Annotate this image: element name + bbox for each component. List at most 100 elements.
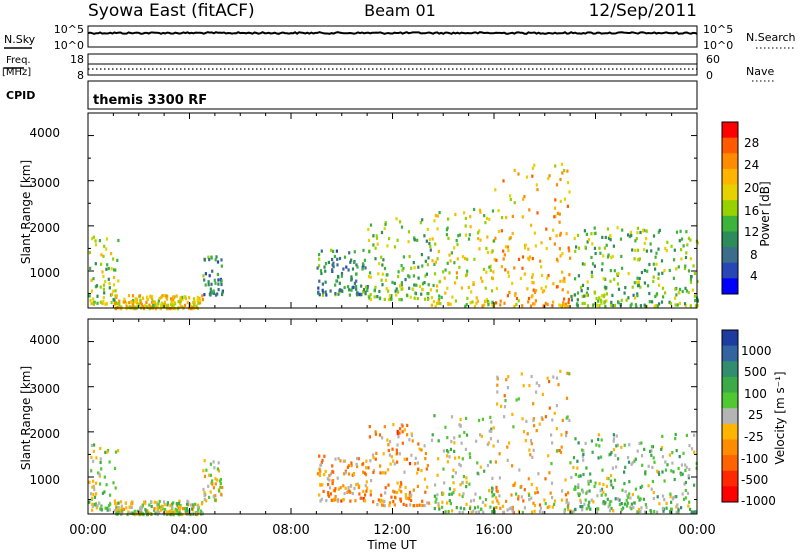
data-cell	[183, 506, 186, 511]
data-cell	[433, 414, 436, 418]
data-cell	[549, 237, 552, 241]
data-cell	[93, 487, 96, 492]
data-cell	[374, 246, 377, 250]
colorbar-segment	[722, 408, 738, 425]
data-cell	[597, 299, 600, 303]
data-cell	[630, 302, 633, 306]
data-cell	[645, 506, 648, 510]
data-cell	[399, 481, 403, 485]
data-cell	[555, 234, 558, 238]
data-cell	[112, 257, 115, 261]
data-cell	[324, 269, 327, 273]
data-cell	[611, 466, 614, 470]
data-cell	[195, 304, 198, 308]
data-cell	[431, 433, 434, 437]
data-cell	[670, 469, 673, 473]
data-cell	[586, 240, 589, 244]
colorbar-segment	[722, 247, 738, 264]
data-cell	[213, 466, 216, 470]
data-cell	[669, 510, 672, 514]
data-cell	[496, 489, 499, 494]
data-cell	[358, 292, 361, 297]
data-cell	[408, 462, 412, 466]
data-cell	[191, 503, 194, 507]
data-cell	[598, 246, 601, 250]
cpid-label: CPID	[6, 89, 35, 102]
data-cell	[574, 485, 577, 489]
data-cell	[612, 486, 615, 490]
data-cell	[380, 498, 383, 502]
data-cell	[458, 434, 461, 438]
data-cell	[478, 229, 481, 233]
data-cell	[88, 251, 91, 255]
data-cell	[639, 304, 642, 308]
data-cell	[611, 304, 614, 308]
data-cell	[343, 491, 346, 496]
data-cell	[322, 291, 325, 295]
data-cell	[381, 503, 385, 507]
data-cell	[437, 249, 440, 253]
data-cell	[469, 455, 472, 459]
data-cell	[636, 510, 639, 514]
data-cell	[486, 235, 489, 239]
data-cell	[445, 233, 448, 237]
data-cell	[589, 472, 592, 476]
data-cell	[648, 291, 651, 296]
data-cell	[426, 485, 429, 489]
data-cell	[110, 292, 114, 296]
data-cell	[388, 501, 392, 505]
data-cell	[532, 417, 535, 421]
data-cell	[513, 201, 516, 205]
data-cell	[212, 495, 215, 499]
data-cell	[133, 305, 136, 309]
data-cell	[89, 298, 92, 303]
data-cell	[324, 280, 327, 284]
data-cell	[437, 299, 440, 303]
data-cell	[585, 466, 588, 470]
data-cell	[163, 300, 166, 304]
data-cell	[136, 298, 139, 302]
data-cell	[363, 471, 367, 475]
data-cell	[97, 471, 100, 475]
data-cell	[584, 498, 587, 502]
data-cell	[531, 294, 534, 298]
nsky-panel-frame	[87, 25, 698, 48]
data-cell	[130, 505, 133, 510]
data-cell	[425, 272, 428, 276]
data-cell	[416, 461, 419, 465]
data-cell	[555, 376, 559, 380]
data-cell	[629, 230, 632, 234]
data-cell	[625, 498, 628, 502]
data-cell	[391, 280, 394, 284]
data-cell	[610, 474, 613, 478]
data-cell	[92, 235, 95, 239]
data-cell	[606, 497, 609, 501]
data-cell	[220, 279, 223, 283]
data-cell	[169, 513, 172, 517]
data-cell	[671, 497, 674, 501]
data-cell	[604, 493, 607, 497]
data-cell	[423, 297, 427, 301]
data-cell	[623, 482, 626, 486]
data-cell	[450, 251, 453, 255]
data-cell	[159, 508, 163, 512]
data-cell	[553, 502, 556, 506]
data-cell	[211, 291, 214, 295]
data-cell	[177, 506, 180, 510]
data-cell	[649, 449, 652, 453]
data-cell	[146, 509, 149, 513]
data-cell	[566, 415, 569, 419]
data-cell	[679, 229, 682, 233]
data-cell	[90, 278, 93, 282]
data-cell	[393, 462, 396, 466]
data-cell	[656, 495, 659, 499]
data-cell	[674, 432, 677, 437]
data-cell	[615, 444, 618, 448]
data-cell	[696, 241, 699, 245]
data-cell	[544, 415, 547, 419]
data-cell	[114, 502, 117, 506]
data-cell	[196, 299, 199, 303]
data-cell	[634, 239, 637, 243]
power-ytick-3000: 3000	[29, 176, 60, 190]
data-cell	[220, 258, 223, 262]
